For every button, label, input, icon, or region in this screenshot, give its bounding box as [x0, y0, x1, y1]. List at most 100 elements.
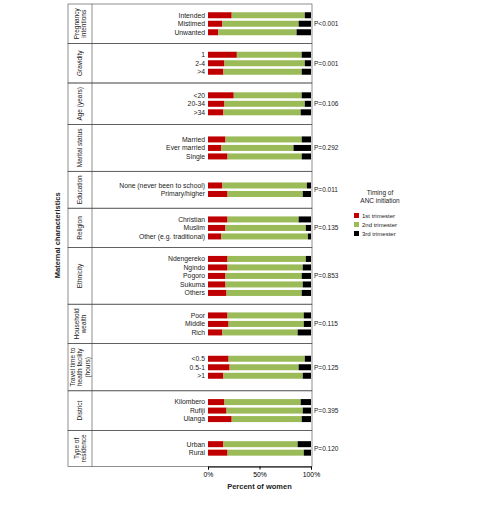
bar-segment — [208, 182, 222, 188]
bar-segment — [208, 136, 226, 142]
category-label: <20 — [193, 92, 205, 99]
bar-segment — [223, 441, 297, 447]
bar-segment — [224, 399, 300, 405]
bar-segment — [227, 408, 303, 414]
bar-segment — [208, 21, 222, 27]
bar-segment — [208, 191, 228, 197]
bar-segment — [208, 29, 218, 35]
bar-segment — [228, 256, 306, 262]
group-label: intentions — [80, 9, 87, 38]
bar-segment — [218, 29, 296, 35]
bar-segment — [226, 136, 302, 142]
bar-segment — [304, 321, 311, 327]
bar-segment — [208, 101, 224, 107]
group-divider — [92, 344, 93, 391]
category-label: >1 — [197, 372, 205, 379]
legend-entry: 3rd trimester — [362, 231, 396, 237]
group-label: residence — [80, 434, 87, 463]
group-divider — [92, 125, 93, 172]
chart: PregnancyintentionsP<0.001IntendedMistim… — [0, 0, 479, 509]
category-label: Sukuma — [180, 281, 205, 288]
category-label: Rich — [191, 329, 205, 336]
bar-segment — [208, 233, 221, 239]
category-label: Middle — [185, 320, 205, 327]
bar-segment — [228, 153, 302, 159]
bar-segment — [221, 145, 293, 151]
group-label: Age (years) — [76, 87, 84, 121]
group-label: wealth — [80, 314, 87, 334]
group-box — [68, 391, 312, 431]
category-label: Ngindo — [183, 264, 205, 272]
bar-segment — [303, 281, 311, 287]
bar-segment — [229, 321, 304, 327]
bar-segment — [208, 399, 224, 405]
p-value: P=0.001 — [314, 60, 339, 67]
bar-segment — [302, 290, 311, 296]
group-label: Religion — [76, 216, 84, 240]
category-label: 0.5-1 — [190, 364, 206, 371]
bars — [208, 12, 311, 455]
bar-segment — [208, 256, 228, 262]
bar-segment — [232, 416, 302, 422]
bar-segment — [305, 356, 311, 362]
tick-mark — [311, 467, 312, 470]
tick: 0% — [204, 467, 214, 479]
bar-segment — [208, 441, 223, 447]
bar-segment — [299, 21, 311, 27]
bar-segment — [307, 182, 311, 188]
group-divider — [92, 44, 93, 84]
p-value: P<0.001 — [314, 20, 339, 27]
group-box — [68, 344, 312, 391]
bar-segment — [304, 450, 311, 456]
bar-segment — [230, 364, 299, 370]
bar-segment — [304, 312, 311, 318]
bar-segment — [299, 364, 311, 370]
bar-segment — [208, 312, 228, 318]
bar-segment — [298, 441, 311, 447]
group-label: Ethnicity — [76, 263, 84, 288]
bar-segment — [208, 450, 228, 456]
group-box — [68, 304, 312, 344]
bar-segment — [208, 281, 226, 287]
bar-segment — [208, 408, 227, 414]
bar-segment — [228, 450, 304, 456]
bar-segment — [208, 364, 230, 370]
bar-segment — [208, 12, 232, 18]
group-box — [68, 4, 312, 44]
tick-mark — [208, 467, 209, 470]
category-label: Other (e.g. traditional) — [139, 233, 205, 241]
group-label: Gravidity — [76, 50, 84, 76]
group-box — [68, 44, 312, 84]
legend-swatch — [354, 231, 359, 236]
p-value: P=0.106 — [314, 100, 339, 107]
bar-segment — [293, 145, 311, 151]
group-box — [68, 171, 312, 208]
category-label: Others — [185, 289, 206, 296]
legend-title: Timing of — [367, 189, 394, 197]
group-label: Household — [73, 308, 80, 339]
bar-segment — [229, 356, 305, 362]
bar-segment — [302, 136, 311, 142]
bar-segment — [228, 312, 304, 318]
p-value: P=0.135 — [314, 224, 339, 231]
bar-segment — [228, 191, 303, 197]
group-divider — [92, 248, 93, 305]
bar-segment — [301, 109, 311, 115]
bar-segment — [208, 321, 229, 327]
bar-segment — [208, 356, 229, 362]
group-box — [68, 125, 312, 172]
bar-segment — [208, 153, 228, 159]
bar-segment — [227, 290, 302, 296]
bar-segment — [224, 101, 304, 107]
category-label: 2-4 — [195, 60, 205, 67]
bar-segment — [298, 329, 311, 335]
category-label: Muslim — [183, 224, 205, 231]
category-label: Single — [186, 153, 205, 161]
group-label: Travel time to — [69, 347, 76, 387]
category-label: Urban — [186, 441, 205, 448]
category-label: 20-34 — [188, 100, 206, 107]
bar-segment — [208, 264, 228, 270]
group-box — [68, 208, 312, 248]
group-divider — [92, 430, 93, 466]
bar-segment — [306, 225, 311, 231]
